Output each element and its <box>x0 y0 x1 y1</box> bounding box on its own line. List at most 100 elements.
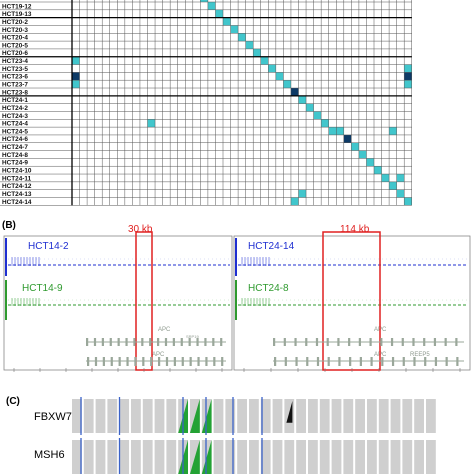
msh6-row-bar <box>213 440 224 474</box>
heatmap-cell <box>343 134 352 143</box>
left-sample-1: HCT14-2 <box>28 241 69 252</box>
msh6-row-bar <box>154 440 165 474</box>
row-label: HCT19-13 <box>2 11 32 18</box>
fbxw7-row-bar <box>390 399 401 433</box>
heatmap-cell <box>358 150 367 159</box>
row-label: HCT23-6 <box>2 74 28 81</box>
row-label: HCT20-6 <box>2 50 28 57</box>
heatmap-cell <box>404 72 412 81</box>
msh6-row-bar <box>426 440 436 474</box>
right-box-label: 114 kb <box>340 224 370 235</box>
left-gene-apc-2: APC <box>152 352 165 358</box>
heatmap-cell <box>404 197 412 206</box>
heatmap-cell <box>298 95 307 104</box>
heatmap-cell <box>298 189 307 198</box>
fbxw7-row-bar <box>426 399 436 433</box>
left-track-frame <box>3 235 233 371</box>
msh6-row-bar <box>319 440 330 474</box>
fbxw7-row-bar <box>414 399 424 433</box>
row-label: HCT24-10 <box>2 168 32 175</box>
right-sample-2: HCT24-8 <box>248 283 289 294</box>
heatmap-cell <box>396 174 405 182</box>
msh6-row-bar <box>331 440 342 474</box>
msh6-row-bar <box>355 440 365 474</box>
heatmap-cell <box>389 127 397 135</box>
msh6-row-bar <box>72 440 82 474</box>
fbxw7-row-bar <box>319 399 330 433</box>
heatmap-cell <box>215 9 223 18</box>
right-sample-1: HCT24-14 <box>248 241 295 252</box>
heatmap-cell <box>374 166 382 175</box>
fbxw7-row-bar <box>237 399 247 433</box>
left-green-axis <box>5 280 7 320</box>
right-blue-axis <box>235 238 237 276</box>
row-label: HCT24-1 <box>2 97 28 104</box>
heatmap-cell <box>306 103 314 112</box>
panel-c-coverage: (C) FBXW7 MSH6 <box>6 396 436 474</box>
fbxw7-row-bar <box>190 399 200 433</box>
msh6-row-bar <box>190 440 200 474</box>
heatmap-cell <box>72 56 80 65</box>
row-label: HCT24-3 <box>2 113 28 120</box>
row-label: HCT24-5 <box>2 128 28 135</box>
fbxw7-row-bar <box>225 399 236 433</box>
left-gene-apc-1: APC <box>158 327 171 333</box>
heatmap-cell <box>396 189 405 198</box>
fbxw7-row-bar <box>296 399 306 433</box>
heatmap-cell <box>321 119 329 128</box>
panel-b-genome-tracks: (B) 30 kb 114 kb HCT14-2 HCT14-9 HCT24-1… <box>2 220 471 372</box>
msh6-row-bar <box>249 440 259 474</box>
msh6-row-bar <box>390 440 401 474</box>
msh6-row-green-wedge <box>201 440 212 474</box>
row-label: HCT24-12 <box>2 183 32 190</box>
fbxw7-row-bar <box>142 399 153 433</box>
fbxw7-row-bar <box>95 399 106 433</box>
row-label: HCT20-4 <box>2 35 28 42</box>
fbxw7-row-bar <box>308 399 318 433</box>
right-track-frame <box>233 235 471 371</box>
msh6-row-bar <box>142 440 153 474</box>
fbxw7-row-bar <box>272 399 283 433</box>
fbxw7-row-black-wedge <box>286 401 293 423</box>
fbxw7-row-bar <box>367 399 377 433</box>
msh6-row-bar <box>131 440 141 474</box>
left-box-label: 30 kb <box>128 224 153 235</box>
fbxw7-row-bar <box>249 399 259 433</box>
left-gene-srp19: SRP19 <box>186 334 199 339</box>
row-label: HCT23-4 <box>2 58 28 65</box>
row-label: HCT20-5 <box>2 42 28 49</box>
gene-label-msh6: MSH6 <box>34 449 65 461</box>
heatmap-cell <box>313 111 322 120</box>
fbxw7-row-bar <box>331 399 342 433</box>
heatmap-cell <box>381 174 390 182</box>
fbxw7-row-green-wedge <box>190 399 200 433</box>
msh6-row-bar <box>83 440 94 474</box>
heatmap-cell <box>238 33 246 42</box>
panel-c-label: (C) <box>6 396 20 407</box>
msh6-row-green-wedge <box>190 440 200 474</box>
left-deletion-box <box>135 231 153 371</box>
msh6-row-bar <box>378 440 389 474</box>
heatmap-cell <box>336 127 344 135</box>
row-label: HCT24-11 <box>2 175 32 182</box>
heatmap-cell <box>200 0 208 2</box>
msh6-row-bar <box>119 440 129 474</box>
left-sample-2: HCT14-9 <box>22 283 63 294</box>
fbxw7-row-bar <box>378 399 389 433</box>
row-label: HCT24-6 <box>2 136 28 143</box>
fbxw7-row-bar <box>213 399 224 433</box>
heatmap-cell <box>366 158 374 167</box>
msh6-row-bar <box>95 440 106 474</box>
right-green-axis <box>235 280 237 320</box>
fbxw7-row-green-wedge <box>201 399 212 433</box>
heatmap-cell <box>283 80 291 89</box>
fbxw7-row-bar <box>119 399 129 433</box>
msh6-row-bar <box>272 440 283 474</box>
fbxw7-row-bar <box>166 399 177 433</box>
panel-a-heatmap: HCT19-12HCT19-13HCT20-2HCT20-3HCT20-4HCT… <box>0 0 412 206</box>
right-gene-reep5: REEP5 <box>410 352 430 358</box>
heatmap-cell <box>72 72 80 81</box>
msh6-row-bar <box>166 440 177 474</box>
heatmap-cell <box>230 25 239 34</box>
